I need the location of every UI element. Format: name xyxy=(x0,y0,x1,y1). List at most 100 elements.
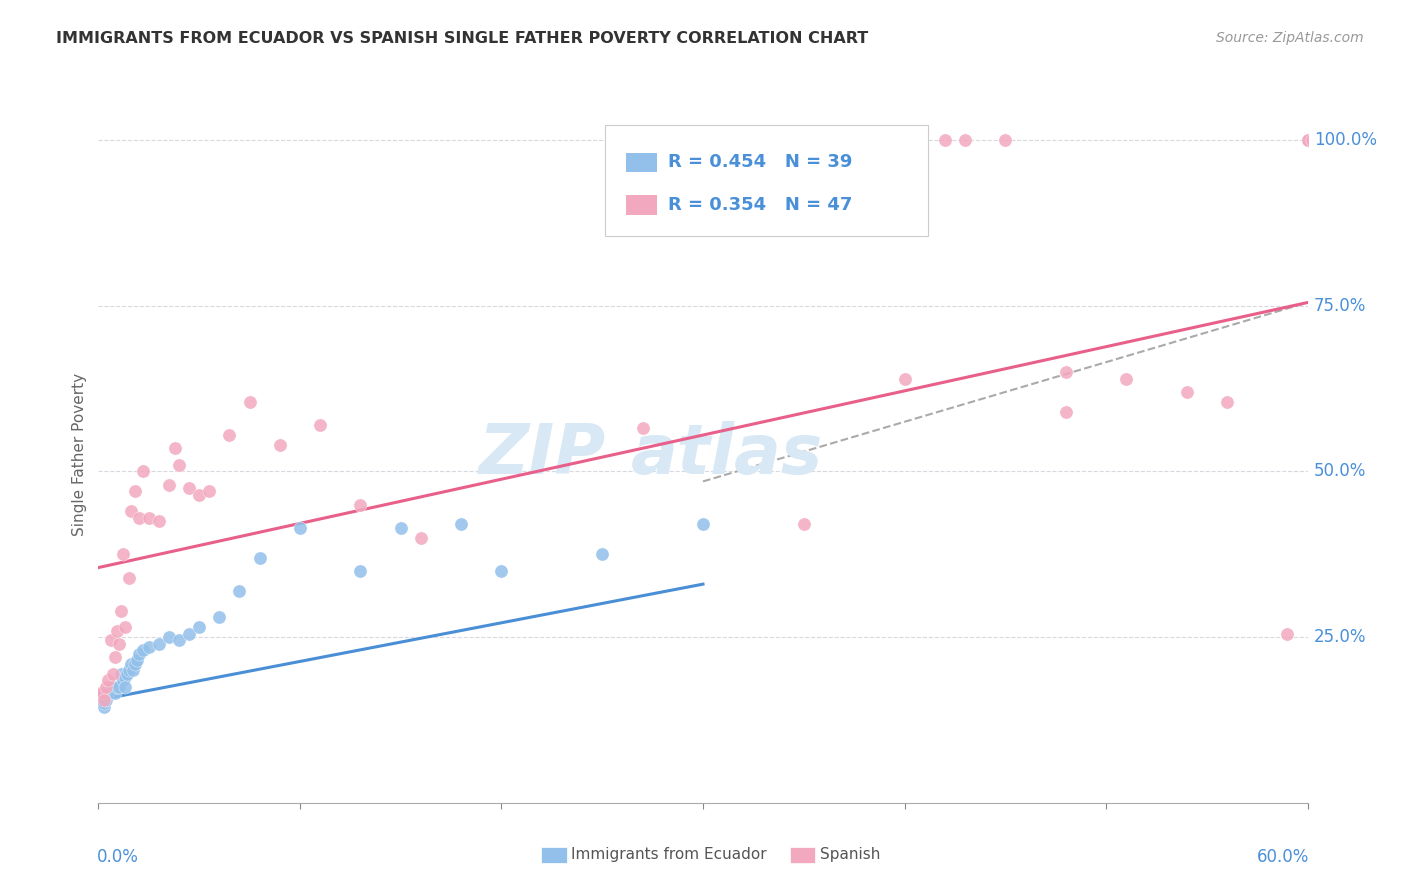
Point xyxy=(132,465,155,479)
Point xyxy=(1301,133,1323,147)
Point xyxy=(128,511,150,525)
Point xyxy=(105,624,128,638)
Point xyxy=(115,666,138,681)
Point xyxy=(450,517,472,532)
Point xyxy=(114,620,136,634)
Point xyxy=(157,630,180,644)
Point xyxy=(218,428,240,442)
Text: 50.0%: 50.0% xyxy=(1313,462,1367,481)
Point xyxy=(148,637,170,651)
Point xyxy=(163,442,186,456)
Point xyxy=(1296,133,1319,147)
Point xyxy=(309,418,332,433)
Y-axis label: Single Father Poverty: Single Father Poverty xyxy=(72,374,87,536)
Point xyxy=(124,657,146,671)
Text: ZIP: ZIP xyxy=(479,421,606,489)
Point xyxy=(953,133,976,147)
Point xyxy=(1175,384,1198,399)
Point xyxy=(110,604,132,618)
Point xyxy=(1216,395,1239,409)
Point xyxy=(118,663,141,677)
Point xyxy=(96,693,118,707)
Point xyxy=(93,699,115,714)
Point xyxy=(167,458,190,472)
Point xyxy=(389,521,412,535)
Text: 25.0%: 25.0% xyxy=(1313,628,1367,646)
Point xyxy=(121,663,143,677)
Point xyxy=(114,680,136,694)
Point xyxy=(994,133,1017,147)
Point xyxy=(349,498,371,512)
Point xyxy=(188,620,211,634)
Point xyxy=(118,570,141,584)
Point xyxy=(120,657,142,671)
Text: atlas: atlas xyxy=(630,421,823,489)
Point xyxy=(157,477,180,491)
Point xyxy=(111,547,134,561)
Point xyxy=(97,686,120,700)
Text: 100.0%: 100.0% xyxy=(1313,131,1376,149)
Text: R = 0.454   N = 39: R = 0.454 N = 39 xyxy=(668,153,852,171)
Point xyxy=(120,504,142,518)
Point xyxy=(101,666,124,681)
Point xyxy=(249,550,271,565)
Point xyxy=(107,680,129,694)
Text: Spanish: Spanish xyxy=(820,847,880,863)
Point xyxy=(124,484,146,499)
Point xyxy=(188,488,211,502)
Point xyxy=(111,673,134,688)
Point xyxy=(91,690,114,704)
Point xyxy=(93,697,115,711)
Point xyxy=(409,531,432,545)
Text: 0.0%: 0.0% xyxy=(97,848,139,866)
Point xyxy=(591,547,613,561)
Point xyxy=(228,583,250,598)
Point xyxy=(177,627,201,641)
Point xyxy=(138,640,160,654)
Point xyxy=(89,693,111,707)
Point xyxy=(103,686,125,700)
Point xyxy=(1277,627,1299,641)
Point xyxy=(100,683,122,698)
Point xyxy=(148,514,170,528)
Point xyxy=(208,610,231,624)
Text: Immigrants from Ecuador: Immigrants from Ecuador xyxy=(571,847,766,863)
Point xyxy=(1115,372,1137,386)
Point xyxy=(101,680,124,694)
Point xyxy=(105,680,128,694)
Point xyxy=(96,680,118,694)
Text: 60.0%: 60.0% xyxy=(1257,848,1309,866)
Point xyxy=(349,564,371,578)
Point xyxy=(631,421,654,435)
Point xyxy=(893,372,915,386)
Point xyxy=(1054,365,1077,379)
Point xyxy=(1296,133,1319,147)
Point xyxy=(198,484,221,499)
Point xyxy=(491,564,513,578)
Point xyxy=(128,647,150,661)
Point xyxy=(793,517,815,532)
Point xyxy=(177,481,201,495)
Point xyxy=(100,633,122,648)
Point xyxy=(1054,405,1077,419)
Point xyxy=(97,673,120,688)
Point xyxy=(934,133,956,147)
Point xyxy=(91,686,114,700)
Point xyxy=(93,693,115,707)
Text: IMMIGRANTS FROM ECUADOR VS SPANISH SINGLE FATHER POVERTY CORRELATION CHART: IMMIGRANTS FROM ECUADOR VS SPANISH SINGL… xyxy=(56,31,869,46)
Point xyxy=(114,670,136,684)
Point xyxy=(269,438,291,452)
Point xyxy=(288,521,311,535)
Point xyxy=(692,517,714,532)
Point xyxy=(107,637,129,651)
Point xyxy=(110,666,132,681)
Point xyxy=(132,643,155,657)
Point xyxy=(239,395,262,409)
Text: R = 0.354   N = 47: R = 0.354 N = 47 xyxy=(668,196,852,214)
Text: 75.0%: 75.0% xyxy=(1313,297,1367,315)
Point xyxy=(125,653,148,667)
Point xyxy=(89,686,111,700)
Point xyxy=(103,650,125,665)
Point xyxy=(138,511,160,525)
Point xyxy=(167,633,190,648)
